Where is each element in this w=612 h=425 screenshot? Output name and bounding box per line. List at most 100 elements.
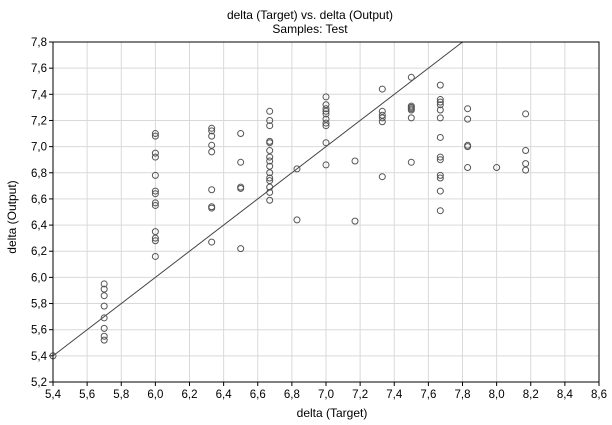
identity-line-group: [52, 41, 463, 357]
grid-lines: [52, 41, 600, 383]
y-axis-ticks: 5,2 5,4 5,6 5,8 6,0 6,2 6,4 6,6 6,8 7,0 7,2 7,4 7,6 7…: [31, 37, 53, 389]
data-point: [436, 156, 444, 164]
data-point: [151, 201, 159, 209]
data-point: [464, 143, 472, 151]
data-point: [266, 177, 274, 185]
x-tick-label: 8,2: [523, 389, 539, 401]
y-tick-label: 7,0: [31, 142, 47, 154]
data-point: [266, 183, 274, 191]
data-point: [266, 153, 274, 161]
x-tick-label: 6,0: [147, 389, 163, 401]
data-point: [436, 98, 444, 106]
data-point: [266, 116, 274, 124]
data-point: [266, 162, 274, 170]
data-point: [151, 132, 159, 140]
data-point: [266, 169, 274, 177]
data-point: [436, 101, 444, 109]
data-point: [464, 164, 472, 172]
x-tick-label: 7,0: [318, 389, 334, 401]
x-tick-label: 5,4: [45, 389, 62, 401]
data-point: [151, 171, 159, 179]
data-point: [322, 93, 330, 101]
data-point: [322, 161, 330, 169]
data-point: [151, 190, 159, 198]
data-point: [322, 105, 330, 113]
data-point: [322, 139, 330, 147]
data-point: [436, 106, 444, 114]
x-tick-label: 6,2: [182, 389, 198, 401]
y-tick-label: 6,2: [31, 246, 47, 258]
data-point: [522, 147, 530, 155]
data-point: [293, 216, 301, 224]
data-point: [151, 199, 159, 207]
x-tick-label: 6,6: [250, 389, 266, 401]
data-point: [322, 101, 330, 109]
data-point: [151, 228, 159, 236]
data-point: [436, 114, 444, 122]
data-point: [351, 157, 359, 165]
data-point: [436, 171, 444, 179]
data-point: [407, 158, 415, 166]
data-point: [436, 96, 444, 104]
data-point: [266, 139, 274, 147]
data-point: [237, 184, 245, 192]
data-point: [208, 124, 216, 132]
data-point: [493, 164, 501, 172]
data-point: [464, 115, 472, 123]
data-point: [100, 314, 108, 322]
data-point: [436, 133, 444, 141]
x-tick-label: 7,2: [352, 389, 368, 401]
x-tick-label: 8,0: [489, 389, 505, 401]
data-point: [266, 107, 274, 115]
data-point: [208, 148, 216, 156]
data-point: [522, 160, 530, 168]
data-point: [378, 107, 386, 115]
x-tick-label: 5,8: [113, 389, 129, 401]
x-tick-label: 8,4: [557, 389, 574, 401]
data-point: [351, 217, 359, 225]
data-point: [237, 158, 245, 166]
data-point: [100, 280, 108, 288]
y-tick-label: 7,4: [31, 89, 48, 101]
x-tick-label: 6,4: [216, 389, 233, 401]
data-point: [151, 234, 159, 242]
data-point: [266, 188, 274, 196]
data-point: [407, 73, 415, 81]
y-tick-label: 5,6: [31, 325, 47, 337]
x-tick-label: 6,8: [284, 389, 300, 401]
data-point: [266, 147, 274, 155]
y-tick-label: 6,6: [31, 194, 47, 206]
y-tick-label: 5,4: [31, 351, 48, 363]
data-point: [100, 302, 108, 310]
data-point: [237, 245, 245, 253]
data-point: [436, 153, 444, 161]
data-point: [378, 173, 386, 181]
x-tick-label: 5,6: [79, 389, 95, 401]
data-point: [293, 165, 301, 173]
data-point: [322, 115, 330, 123]
data-point: [378, 118, 386, 126]
x-tick-label: 7,4: [386, 389, 403, 401]
data-point: [322, 119, 330, 127]
data-point: [151, 130, 159, 138]
data-point: [322, 107, 330, 115]
data-point: [151, 237, 159, 245]
data-point: [436, 174, 444, 182]
data-point: [208, 204, 216, 212]
data-point: [208, 127, 216, 135]
data-point: [151, 153, 159, 161]
data-point: [100, 336, 108, 344]
y-tick-label: 5,8: [31, 299, 47, 311]
identity-line: [52, 41, 463, 357]
data-point: [237, 130, 245, 138]
data-point: [436, 187, 444, 195]
data-point: [522, 110, 530, 118]
y-axis-label: delta (Output): [5, 180, 19, 253]
data-point: [522, 166, 530, 174]
x-tick-label: 7,6: [420, 389, 436, 401]
x-tick-label: 7,8: [455, 389, 471, 401]
data-point: [436, 207, 444, 215]
data-point: [151, 187, 159, 195]
data-point: [464, 105, 472, 113]
